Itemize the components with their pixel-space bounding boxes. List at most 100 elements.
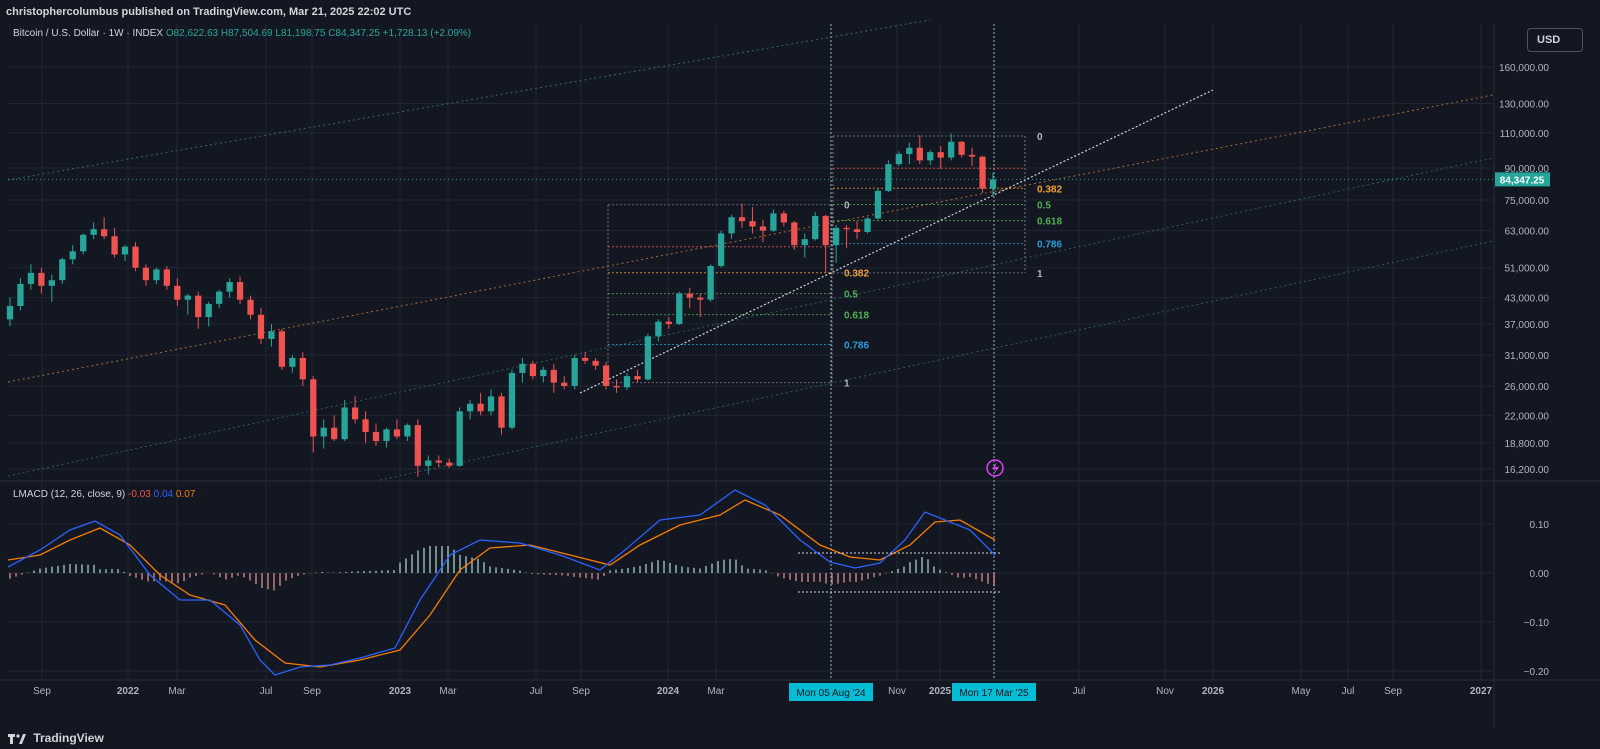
candle-body [550,369,557,383]
candle [948,133,955,161]
currency-button[interactable]: USD [1527,28,1583,52]
candle [885,160,892,192]
candle-body [676,293,683,325]
time-tick-label: Sep [1384,686,1402,697]
candle-body [749,221,756,227]
brand-name: TradingView [33,731,104,745]
candle-body [571,357,578,386]
trend-line [579,89,1214,394]
candle [655,319,662,342]
candle [425,455,432,475]
candle [414,419,421,477]
candle [456,407,463,467]
candle [592,357,599,370]
candle-body [613,385,620,388]
price-tick-label: 130,000.00 [1499,99,1549,110]
candle [749,207,756,234]
fib-level-label: 1 [844,379,850,390]
candle-body [916,147,923,161]
fib-level-label: 0.382 [844,269,869,280]
candle-body [540,369,547,377]
price-tick-label: 90,000.00 [1505,164,1550,175]
candle [550,363,557,393]
time-tick-label: 2023 [389,686,412,697]
low-value: L81,198.75 [275,28,326,39]
candle [508,369,516,430]
candle-body [90,229,97,235]
candle-body [132,246,139,268]
candle [571,355,578,390]
candle [226,278,233,298]
candle [310,376,317,453]
candle [979,155,986,194]
candle [707,264,714,302]
candle [812,212,819,241]
candle-body [174,285,181,300]
candle-body [665,321,672,325]
macd-tick-label: −0.10 [1524,618,1550,629]
candle [686,287,693,309]
macd-tick-label: 0.00 [1530,569,1550,580]
candle-body [958,141,965,155]
candle [738,203,746,228]
candle-body [948,141,955,158]
axes-layer: 160,000.00 130,000.00 110,000.00 90,000.00 7… [33,63,1550,701]
candle [383,427,390,448]
candle [561,376,568,390]
candle [90,222,97,240]
candle-body [833,227,840,246]
symbol-name: Bitcoin / U.S. Dollar · 1W · INDEX [13,28,164,39]
candle [236,276,244,304]
candle-body [351,407,359,420]
candle-body [644,336,652,380]
candle-body [487,396,495,412]
candle-body [686,293,693,298]
candle [195,291,202,329]
candle-body [247,299,254,315]
candle [184,293,191,315]
highlighted-date-label: Mon 17 Mar '25 [959,688,1029,699]
candle-body [717,233,725,266]
candle-body [979,156,986,189]
candle-body [80,234,87,252]
candle-body [425,460,432,466]
candle-body [759,226,767,231]
candle-body [331,427,338,440]
candle-body [874,190,882,219]
macd-pane [7,489,1000,676]
fib-level-label: 0.786 [844,341,869,352]
candle-body [508,372,516,428]
candle-body [989,179,997,189]
candle-body [864,218,871,233]
candle-body [780,213,787,223]
candle [163,265,170,290]
candle-body [592,360,599,366]
time-tick-label: Mar [707,686,725,697]
time-tick-label: Sep [33,686,51,697]
candle-body [121,246,129,255]
candle [759,219,767,243]
candle-body [38,272,45,286]
candle-body [477,403,484,412]
candle-body [582,357,589,361]
price-tick-label: 18,800.00 [1505,439,1550,450]
publisher-header: christophercolumbus published on Trading… [0,0,1600,24]
time-tick-label: Nov [1156,686,1174,697]
candle [665,317,672,329]
candle [247,295,254,320]
candle-body [393,429,401,437]
time-tick-label: 2027 [1470,686,1493,697]
current-price-label: 84,347.25 [1500,175,1545,186]
fib-level-label: 0 [844,201,850,212]
highlighted-date-tag [789,683,873,701]
time-tick-label: Sep [572,686,590,697]
candle [582,352,589,364]
candle-body [801,239,808,246]
candle [466,400,474,420]
time-tick-label: 2024 [657,686,680,697]
candle [80,233,87,255]
candle [48,274,55,302]
candle-body [142,267,150,281]
candle [676,291,683,325]
